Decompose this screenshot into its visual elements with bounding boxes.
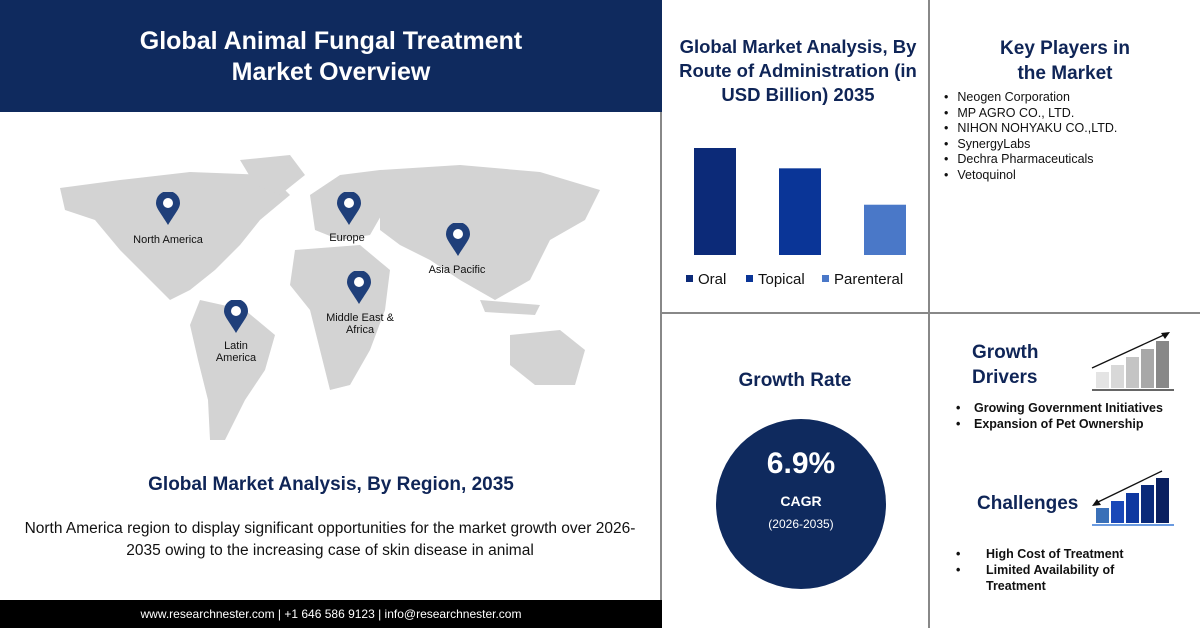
indonesia-shape	[480, 300, 540, 315]
cagr-value: 6.9%	[766, 447, 836, 480]
map-label-latin-america: Latin America	[215, 340, 257, 364]
list-item: Limited Availability of Treatment	[930, 562, 1150, 594]
footer-contact: www.researchnester.com | +1 646 586 9123…	[0, 600, 662, 628]
list-item: Dechra Pharmaceuticals	[944, 152, 1200, 168]
page-header: Global Animal Fungal Treatment Market Ov…	[0, 0, 662, 112]
list-item: Expansion of Pet Ownership	[930, 416, 1200, 432]
list-item: High Cost of Treatment	[930, 546, 1200, 562]
growth-bars-icon	[1091, 332, 1174, 391]
route-chart-panel: Global Market Analysis, By Route of Admi…	[662, 0, 930, 314]
region-panel: Global Animal Fungal Treatment Market Ov…	[0, 0, 662, 628]
key-players-title: Key Players in the Market	[1000, 38, 1130, 84]
challenges-list: High Cost of Treatment Limited Availabil…	[930, 546, 1200, 594]
world-map: North America Europe Asia Pacific Middle…	[40, 150, 620, 460]
page-title-line1: Global Animal Fungal Treatment	[139, 27, 523, 55]
decline-bars-icon	[1092, 470, 1174, 526]
location-pin-icon	[156, 191, 180, 226]
world-map-shapes	[60, 155, 600, 440]
list-item: MP AGRO CO., LTD.	[944, 106, 1200, 122]
growth-drivers-list: Growing Government Initiatives Expansion…	[930, 400, 1200, 432]
cagr-period: (2026-2035)	[768, 517, 834, 531]
challenges-title: Challenges	[977, 493, 1079, 514]
key-players-panel: Key Players in the Market Neogen Corpora…	[930, 0, 1200, 314]
cagr-label: CAGR	[780, 493, 822, 509]
bar-parenteral	[864, 204, 906, 255]
legend-label: Topical	[758, 271, 805, 288]
list-item: Growing Government Initiatives	[930, 400, 1200, 416]
region-title: Global Market Analysis, By Region, 2035	[148, 474, 514, 495]
growth-drivers-title-line2: Drivers	[972, 367, 1038, 388]
list-item: Vetoquinol	[944, 168, 1200, 184]
map-label-asia-pacific: Asia Pacific	[428, 264, 486, 276]
key-players-list: Neogen Corporation MP AGRO CO., LTD. NIH…	[944, 90, 1200, 183]
legend-label: Parenteral	[834, 271, 903, 288]
map-label-europe: Europe	[329, 232, 365, 244]
growth-drivers-title-line1: Growth	[972, 342, 1039, 363]
drivers-challenges-panel: Growth Drivers Growing Government Initia…	[930, 314, 1200, 628]
map-label-middle-east-africa: Middle East & Africa	[326, 312, 394, 336]
cagr-circle: 6.9% CAGR (2026-2035)	[716, 419, 886, 589]
growth-rate-title: Growth Rate	[738, 370, 852, 391]
bar-oral	[694, 148, 736, 255]
growth-drivers-title: Growth Drivers	[972, 340, 1039, 390]
location-pin-icon	[224, 299, 248, 334]
legend-swatch	[686, 275, 693, 282]
list-item: Neogen Corporation	[944, 90, 1200, 106]
legend-label: Oral	[698, 271, 726, 288]
location-pin-icon	[347, 270, 371, 305]
bar-topical	[779, 168, 821, 255]
legend-swatch	[746, 275, 753, 282]
map-label-north-america: North America	[133, 234, 203, 246]
asia-shape	[380, 165, 600, 300]
australia-shape	[510, 330, 585, 385]
region-description: North America region to display signific…	[24, 520, 636, 559]
page-title-line2: Market Overview	[231, 58, 431, 86]
chart-title: Global Market Analysis, By Route of Admi…	[679, 36, 917, 105]
greenland-shape	[240, 155, 305, 195]
south-america-shape	[190, 300, 275, 440]
legend-swatch	[822, 275, 829, 282]
list-item: SynergyLabs	[944, 137, 1200, 153]
location-pin-icon	[446, 222, 470, 257]
north-america-shape	[60, 172, 290, 300]
growth-rate-panel: Growth Rate 6.9% CAGR (2026-2035)	[662, 314, 930, 628]
bar-chart: Oral Topical Parenteral	[686, 148, 906, 288]
list-item: NIHON NOHYAKU CO.,LTD.	[944, 121, 1200, 137]
location-pin-icon	[337, 191, 361, 226]
